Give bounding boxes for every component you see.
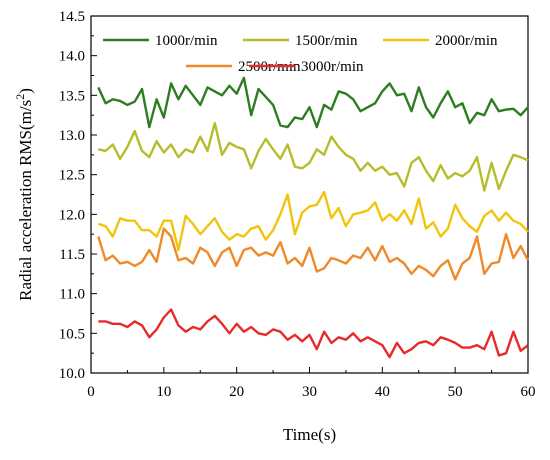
x-tick-label: 10	[156, 384, 171, 400]
series-line-1500rmin	[98, 121, 529, 192]
x-tick-label: 20	[229, 384, 244, 400]
y-tick-label: 11.0	[59, 287, 85, 303]
y-axis-title-main: Radial acceleration RMS(m/s	[16, 100, 35, 301]
y-tick-label: 10.5	[59, 326, 85, 342]
x-axis-title: Time(s)	[283, 425, 336, 444]
series-line-2000rmin	[97, 190, 529, 252]
y-axis-title-end: )	[16, 88, 35, 94]
y-axis-title-sup: 2	[13, 94, 27, 100]
legend-item: 2000r/min	[383, 33, 498, 49]
x-tick-label: 0	[87, 384, 95, 400]
x-tick-label: 30	[302, 384, 317, 400]
series-line-1000rmin	[97, 76, 529, 129]
legend-label: 1500r/min	[295, 33, 358, 49]
legend: 1000r/min1500r/min2000r/min2500r/min3000…	[103, 33, 498, 75]
x-axis: 0 10 20 30 40 50 60	[87, 367, 536, 400]
y-tick-label: 14.0	[59, 49, 85, 65]
legend-label: 2000r/min	[435, 33, 498, 49]
y-tick-label: 14.5	[59, 9, 85, 25]
y-axis-title: Radial acceleration RMS(m/s2)	[13, 88, 35, 301]
y-tick-label: 12.5	[59, 168, 85, 184]
y-tick-label: 11.5	[59, 247, 85, 263]
y-tick-label: 13.0	[59, 128, 85, 144]
x-tick-label: 50	[448, 384, 463, 400]
y-tick-label: 12.0	[59, 207, 85, 223]
x-tick-label: 40	[375, 384, 390, 400]
series-line-2500rmin	[97, 227, 530, 281]
y-tick-label: 13.5	[59, 88, 85, 104]
x-tick-label: 60	[521, 384, 536, 400]
legend-label: 3000r/min	[301, 59, 364, 75]
legend-item: 3000r/min	[249, 59, 364, 75]
y-tick-label: 10.0	[59, 366, 85, 382]
legend-item: 1500r/min	[243, 33, 358, 49]
legend-label: 1000r/min	[155, 33, 218, 49]
series-line-3000rmin	[98, 308, 529, 359]
legend-item: 1000r/min	[103, 33, 218, 49]
series-lines	[97, 76, 530, 359]
y-axis: 10.0 10.5 11.0 11.5 12.0 12.5 13.0 13.5 14.0 14.5	[59, 9, 97, 382]
